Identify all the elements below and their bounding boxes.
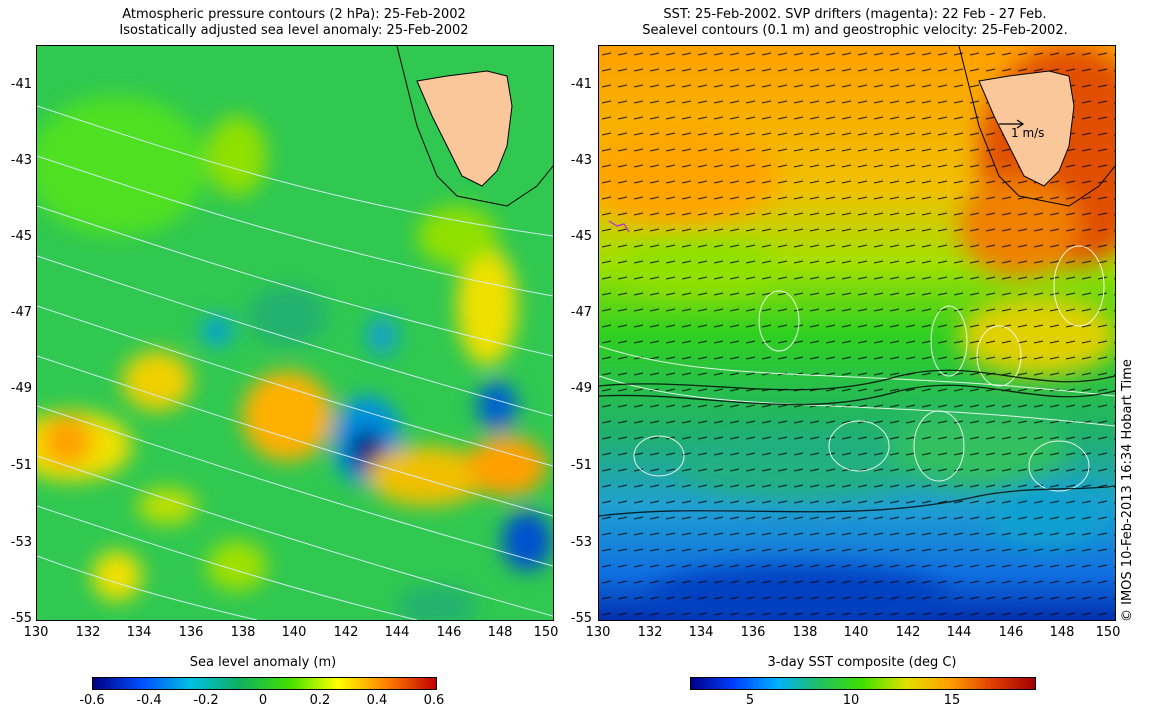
imos-credit: © IMOS 10-Feb-2013 16:34 Hobart Time	[1120, 359, 1135, 622]
velocity-scale-arrow	[999, 119, 1025, 129]
sst-map-graphic	[599, 46, 1115, 620]
sst-colorbar-tick: 15	[943, 693, 961, 708]
lon-tick: 140	[281, 625, 307, 640]
lon-tick: 138	[792, 625, 818, 640]
lat-tick: -51	[10, 458, 32, 473]
lon-tick: 146	[998, 625, 1024, 640]
svp-drifter-track	[608, 220, 630, 233]
lon-tick: 136	[178, 625, 204, 640]
lon-tick: 144	[946, 625, 972, 640]
sst-colorbar-tick: 5	[745, 693, 755, 708]
sst-colorbar	[690, 677, 1036, 690]
lon-tick: 130	[585, 625, 611, 640]
sst-map: 1 m/s	[598, 45, 1116, 621]
lon-tick: 140	[843, 625, 869, 640]
sla-colorbar-tick: -0.2	[193, 693, 219, 708]
lon-tick: 150	[533, 625, 559, 640]
lon-tick: 136	[740, 625, 766, 640]
velocity-scale-label: 1 m/s	[1011, 126, 1045, 140]
lat-tick: -43	[570, 153, 592, 168]
lat-tick: -55	[10, 611, 32, 626]
lat-tick: -43	[10, 153, 32, 168]
right-title-line2: Sealevel contours (0.1 m) and geostrophi…	[642, 23, 1068, 38]
lat-tick: -41	[10, 77, 32, 92]
sla-colorbar-tick: 0.6	[423, 693, 445, 708]
lat-tick: -45	[570, 229, 592, 244]
lat-tick: -53	[570, 535, 592, 550]
lat-tick: -53	[10, 535, 32, 550]
lat-tick: -55	[570, 611, 592, 626]
lon-tick: 148	[1049, 625, 1075, 640]
sla-colorbar-tick: 0	[258, 693, 268, 708]
sla-colorbar-tick: -0.4	[136, 693, 162, 708]
lon-tick: 134	[688, 625, 714, 640]
lon-tick: 132	[637, 625, 663, 640]
sla-map-graphic	[37, 46, 553, 620]
tasmania-land-right	[978, 70, 1075, 187]
left-title-line1: Atmospheric pressure contours (2 hPa): 2…	[122, 7, 466, 22]
sla-colorbar	[92, 677, 437, 690]
lat-tick: -41	[570, 77, 592, 92]
lon-tick: 132	[75, 625, 101, 640]
left-title-line2: Isostatically adjusted sea level anomaly…	[119, 23, 469, 38]
lon-tick: 138	[230, 625, 256, 640]
lon-tick: 144	[384, 625, 410, 640]
sst-colorbar-tick: 10	[842, 693, 860, 708]
lon-tick: 142	[895, 625, 921, 640]
lon-tick: 146	[436, 625, 462, 640]
lon-tick: 134	[126, 625, 152, 640]
sla-colorbar-tick: 0.2	[309, 693, 331, 708]
sst-colorbar-title: 3-day SST composite (deg C)	[767, 655, 957, 670]
right-title-line1: SST: 25-Feb-2002. SVP drifters (magenta)…	[663, 7, 1047, 22]
lat-tick: -49	[570, 381, 592, 396]
sla-colorbar-tick: 0.4	[366, 693, 388, 708]
lat-tick: -45	[10, 229, 32, 244]
lat-tick: -49	[10, 381, 32, 396]
sea-level-anomaly-map	[36, 45, 554, 621]
lon-tick: 148	[487, 625, 513, 640]
sla-colorbar-tick: -0.6	[79, 693, 105, 708]
lat-tick: -51	[570, 458, 592, 473]
lon-tick: 150	[1095, 625, 1121, 640]
lat-tick: -47	[570, 305, 592, 320]
lat-tick: -47	[10, 305, 32, 320]
lon-tick: 142	[333, 625, 359, 640]
lon-tick: 130	[23, 625, 49, 640]
sla-colorbar-title: Sea level anomaly (m)	[189, 655, 337, 670]
tasmania-land-left	[416, 70, 513, 187]
